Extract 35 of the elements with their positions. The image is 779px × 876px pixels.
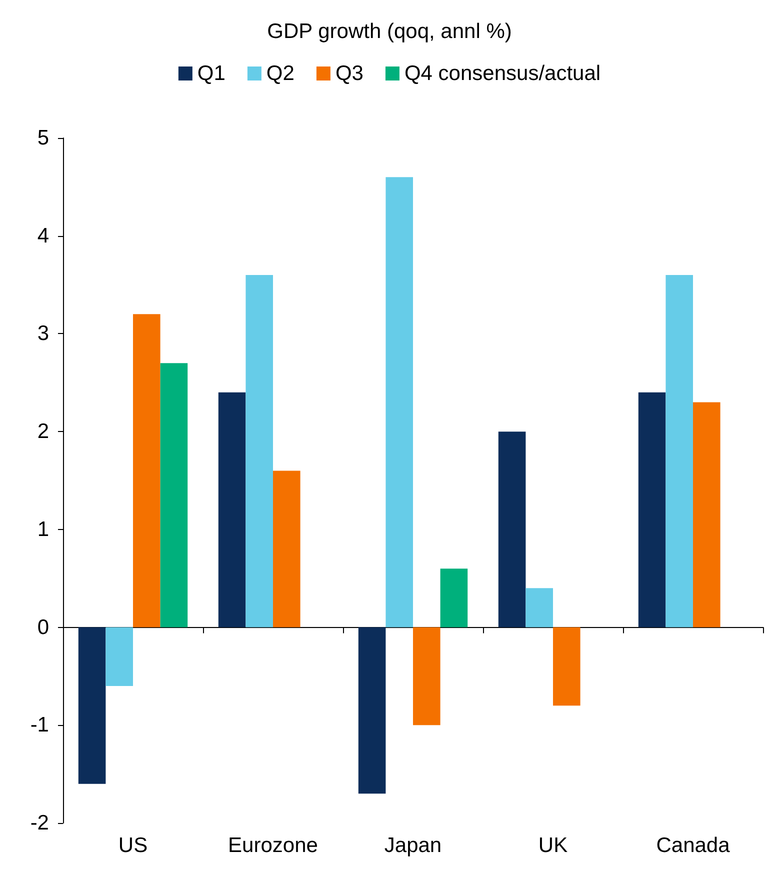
y-tick-label: -1 — [30, 714, 49, 737]
x-tick-label: Japan — [384, 834, 442, 857]
bar — [160, 363, 188, 628]
bar — [526, 588, 553, 628]
y-tick-label: 2 — [37, 420, 49, 444]
bar — [133, 314, 160, 628]
bar — [106, 627, 133, 686]
bar — [358, 627, 386, 794]
bar — [78, 627, 106, 784]
bar — [273, 470, 300, 628]
bar — [553, 627, 580, 706]
chart-title: GDP growth (qoq, annl %) — [267, 20, 512, 43]
y-tick-label: -2 — [30, 812, 49, 834]
legend-label: Q2 — [266, 62, 294, 85]
bar — [666, 275, 693, 628]
legend-label: Q3 — [335, 62, 364, 85]
bar — [440, 568, 468, 628]
x-tick-label: Canada — [656, 834, 730, 857]
bar — [246, 275, 273, 628]
y-tick-label: 5 — [37, 126, 49, 150]
x-tick-label: UK — [538, 834, 568, 857]
y-tick-label: 3 — [37, 322, 49, 346]
bar — [638, 392, 666, 628]
x-tick-label: Eurozone — [228, 834, 318, 857]
bar — [218, 392, 246, 628]
legend-label: Q1 — [197, 62, 226, 85]
y-tick-label: 0 — [37, 616, 49, 639]
bar — [386, 177, 413, 628]
y-tick-label: 1 — [37, 518, 49, 541]
bar — [498, 432, 526, 628]
legend-label: Q4 consensus/actual — [404, 62, 601, 85]
x-tick-label: US — [118, 834, 148, 857]
bar — [413, 627, 440, 726]
y-tick-label: 4 — [37, 224, 50, 248]
bar — [693, 402, 720, 628]
